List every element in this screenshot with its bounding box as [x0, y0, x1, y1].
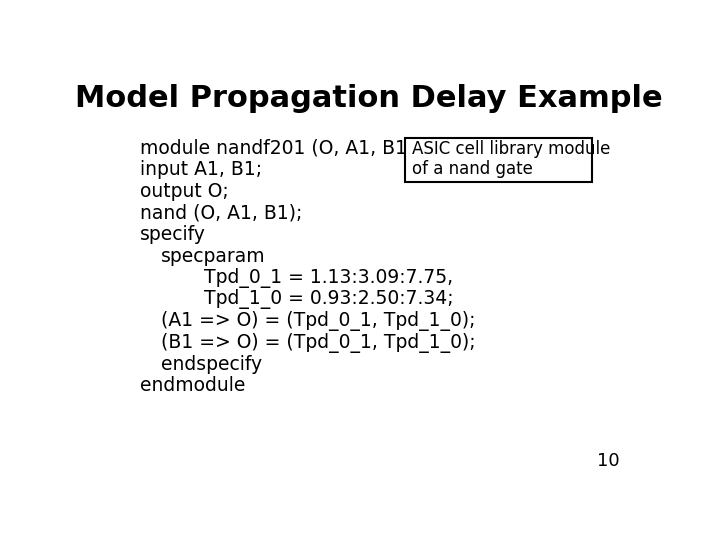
Text: Tpd_1_0 = 0.93:2.50:7.34;: Tpd_1_0 = 0.93:2.50:7.34;: [204, 289, 454, 309]
Text: endmodule: endmodule: [140, 376, 246, 395]
Text: endspecify: endspecify: [161, 355, 263, 374]
Text: nand (O, A1, B1);: nand (O, A1, B1);: [140, 204, 302, 222]
Text: input A1, B1;: input A1, B1;: [140, 160, 262, 179]
Text: output O;: output O;: [140, 181, 229, 201]
Text: module nandf201 (O, A1, B1);: module nandf201 (O, A1, B1);: [140, 138, 421, 158]
Text: specparam: specparam: [161, 247, 266, 266]
Text: (B1 => O) = (Tpd_0_1, Tpd_1_0);: (B1 => O) = (Tpd_0_1, Tpd_1_0);: [161, 333, 476, 353]
Text: of a nand gate: of a nand gate: [412, 159, 533, 178]
Text: specify: specify: [140, 225, 206, 244]
FancyBboxPatch shape: [405, 138, 592, 182]
Text: Model Propagation Delay Example: Model Propagation Delay Example: [75, 84, 663, 112]
Text: 10: 10: [598, 452, 620, 470]
Text: Tpd_0_1 = 1.13:3.09:7.75,: Tpd_0_1 = 1.13:3.09:7.75,: [204, 268, 453, 288]
Text: (A1 => O) = (Tpd_0_1, Tpd_1_0);: (A1 => O) = (Tpd_0_1, Tpd_1_0);: [161, 311, 476, 331]
Text: ASIC cell library module: ASIC cell library module: [412, 139, 611, 158]
